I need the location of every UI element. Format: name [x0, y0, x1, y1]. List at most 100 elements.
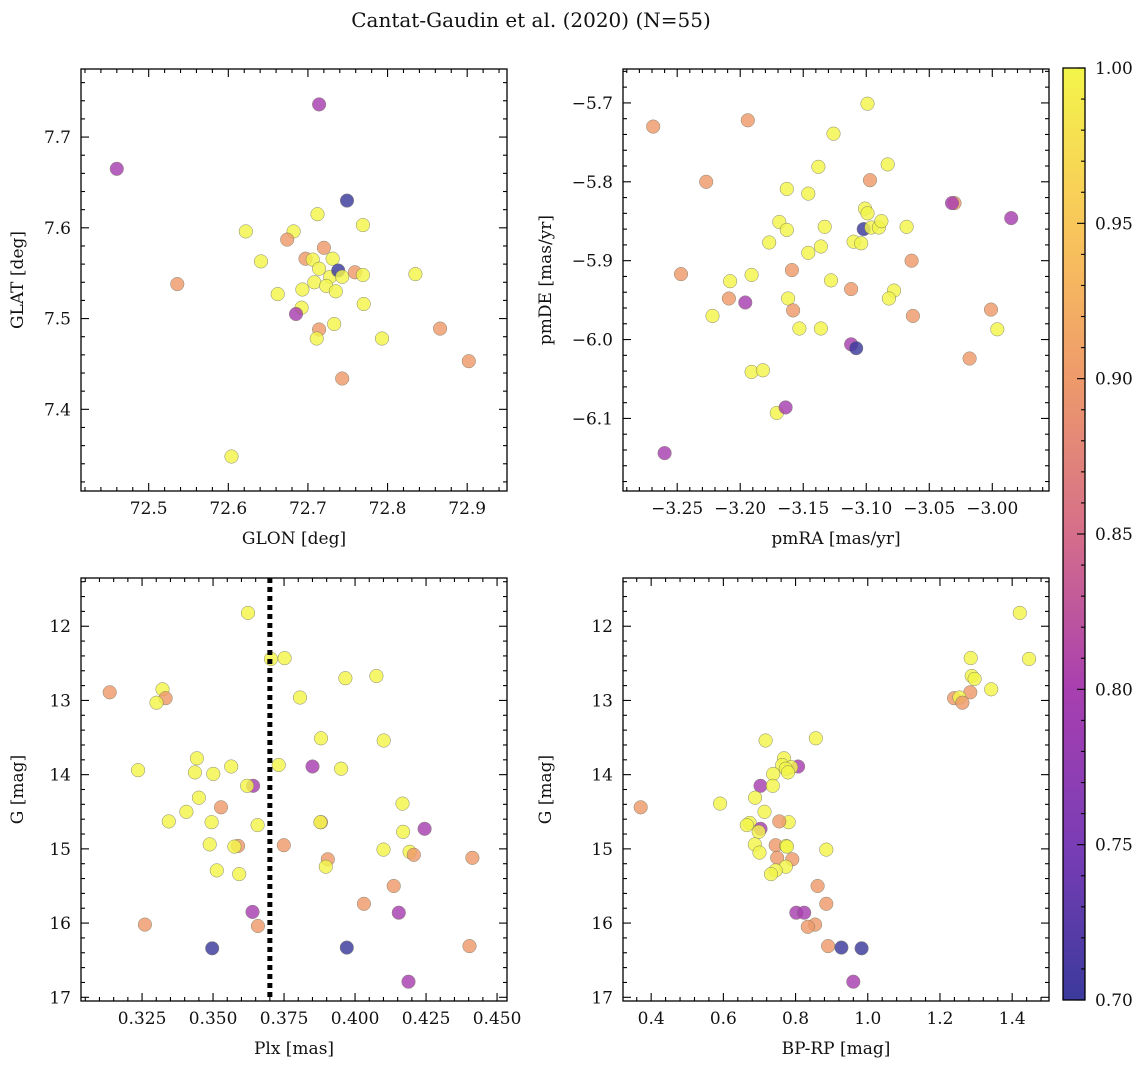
scatter-point	[823, 273, 839, 288]
scatter-point	[779, 222, 794, 237]
scatter-point	[990, 322, 1005, 337]
colorbar-tick-label: 0.85	[1095, 525, 1133, 545]
scatter-point	[860, 96, 875, 111]
x-tick-label: 0.8	[782, 1009, 809, 1029]
scatter-point	[757, 804, 772, 819]
scatter-point	[270, 287, 285, 302]
colorbar-tick-label: 0.95	[1095, 214, 1133, 234]
scatter-point	[395, 796, 410, 811]
scatter-point	[307, 275, 322, 290]
scatter-point	[204, 815, 219, 830]
colorbar-tick-label: 1.00	[1095, 59, 1133, 79]
scatter-point	[801, 186, 816, 201]
y-tick-label: 7.7	[44, 128, 71, 148]
x-tick-label: 0.4	[638, 1009, 665, 1029]
scatter-point	[313, 731, 329, 746]
x-tick-label: −3.10	[840, 499, 892, 519]
scatter-point	[813, 321, 828, 336]
scatter-point	[744, 267, 759, 282]
y-tick-label: 13	[49, 691, 71, 711]
scatter-point	[401, 974, 416, 989]
y-tick-label: 7.6	[44, 219, 71, 239]
scatter-point	[811, 159, 826, 174]
scatter-point	[808, 731, 823, 746]
scatter-point	[821, 939, 836, 954]
scatter-point	[904, 253, 919, 268]
scatter-point	[944, 196, 960, 211]
scatter-point	[312, 97, 327, 112]
scatter-point	[1012, 605, 1027, 620]
scatter-point	[209, 863, 224, 878]
scatter-point	[109, 161, 124, 176]
y-axis-label: pmDE [mas/yr]	[536, 215, 556, 345]
x-tick-label: 0.325	[118, 1009, 167, 1029]
scatter-point	[753, 778, 768, 793]
scatter-point	[325, 251, 340, 266]
x-tick-label: 72.8	[369, 499, 407, 519]
scatter-point	[967, 671, 982, 686]
scatter-point	[772, 814, 787, 829]
scatter-point	[819, 842, 834, 857]
scatter-point	[758, 733, 773, 748]
scatter-point	[202, 837, 217, 852]
scatter-point	[339, 940, 354, 955]
x-tick-label: 1.2	[926, 1009, 953, 1029]
scatter-point	[765, 778, 780, 793]
scatter-point	[191, 790, 206, 805]
scatter-point	[854, 941, 869, 956]
y-tick-label: 12	[591, 617, 613, 637]
scatter-point	[149, 695, 164, 710]
scatter-point	[170, 277, 185, 292]
scatter-point	[369, 668, 384, 684]
colorbar-tick-label: 0.80	[1095, 680, 1133, 700]
scatter-point	[376, 842, 391, 857]
scatter-point	[849, 341, 864, 356]
colorbar-tick-label: 0.75	[1095, 836, 1133, 856]
y-tick-label: 16	[591, 914, 613, 934]
scatter-point	[905, 308, 920, 323]
scatter-point	[309, 331, 324, 346]
scatter-point	[271, 757, 286, 773]
x-tick-label: 72.6	[209, 499, 247, 519]
scatter-point	[205, 941, 220, 956]
scatter-point	[797, 905, 812, 920]
x-tick-label: 72.9	[448, 499, 486, 519]
scatter-point	[713, 796, 728, 811]
scatter-point	[312, 261, 327, 276]
scatter-point	[408, 267, 423, 282]
y-tick-label: 16	[49, 914, 71, 934]
scatter-point	[801, 245, 816, 260]
scatter-point	[356, 896, 371, 911]
axes-frame	[80, 577, 508, 1002]
scatter-point	[328, 284, 343, 299]
figure-title: Cantat-Gaudin et al. (2020) (N=55)	[351, 8, 711, 32]
scatter-point	[391, 905, 406, 920]
scatter-point	[276, 838, 291, 853]
x-tick-label: 72.5	[130, 499, 168, 519]
axes-frame	[622, 68, 1050, 492]
scatter-point	[376, 733, 391, 748]
scatter-point	[374, 331, 390, 346]
scatter-point	[762, 235, 777, 250]
scatter-point	[834, 940, 849, 955]
y-tick-label: 12	[49, 617, 71, 637]
scatter-points	[646, 96, 1019, 461]
scatter-point	[963, 651, 978, 666]
x-tick-label: 1.0	[854, 1009, 881, 1029]
y-tick-label: 14	[591, 766, 613, 786]
scatter-point	[633, 800, 648, 815]
colorbar-gradient	[1063, 68, 1085, 1000]
panel-bprp-g: 0.4 0.6 0.8 1.0 1.2 1.4 12 13 14 15 16 17 BP-RP [mag…	[536, 577, 1050, 1059]
scatter-point	[755, 363, 770, 378]
scatter-point	[227, 839, 242, 854]
x-tick-label: 0.375	[260, 1009, 309, 1029]
colorbar-tick-label: 0.70	[1095, 991, 1133, 1011]
scatter-point	[780, 765, 796, 780]
scatter-point	[738, 295, 753, 310]
scatter-point	[250, 918, 265, 934]
scatter-point	[962, 351, 977, 366]
y-tick-label: −6.0	[572, 331, 613, 351]
scatter-point	[699, 174, 714, 189]
scatter-point	[786, 303, 801, 318]
